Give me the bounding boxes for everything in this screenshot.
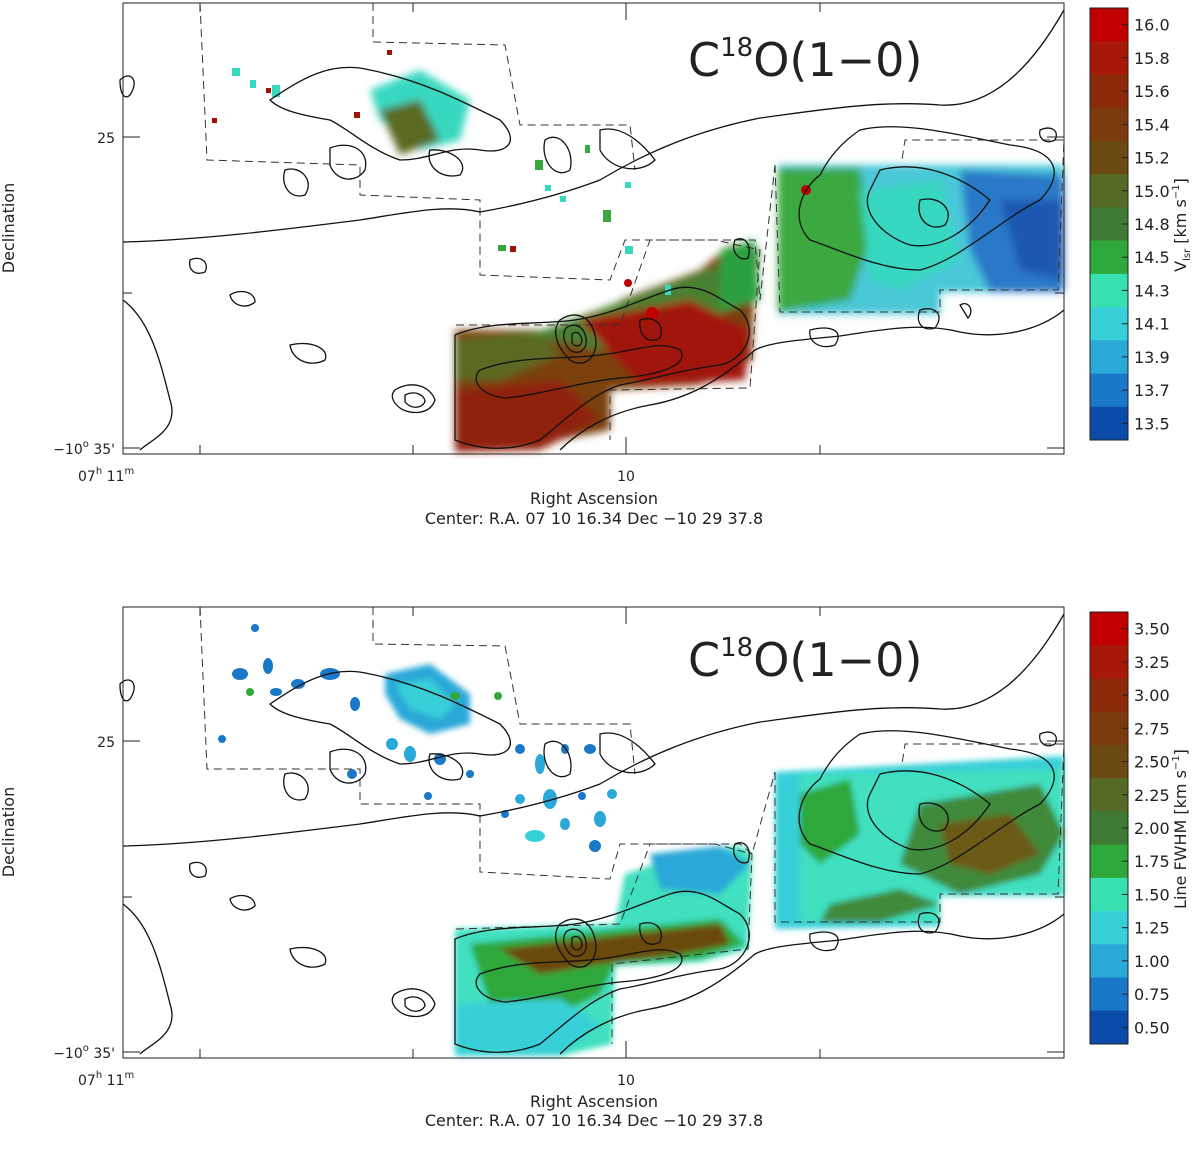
fwhm-colorbar-tick-label: 2.50 bbox=[1134, 753, 1170, 772]
velocity-xtick-07h11m: 07h 11m bbox=[78, 466, 134, 485]
fwhm-title: C18O(1−0) bbox=[688, 633, 922, 687]
velocity-colorbar-swatch bbox=[1090, 140, 1128, 175]
fwhm-colorbar-tick-label: 1.75 bbox=[1134, 852, 1170, 871]
fwhm-colorbar-tick-label: 1.25 bbox=[1134, 919, 1170, 938]
fwhm-colorbar-tick-label: 0.50 bbox=[1134, 1018, 1170, 1037]
fwhm-colorbar-swatch bbox=[1090, 844, 1128, 879]
fwhm-scatter-pixels bbox=[218, 624, 617, 852]
fwhm-colorbar-tick-label: 1.50 bbox=[1134, 885, 1170, 904]
velocity-ytick-neg10-35: −10o 35' bbox=[53, 439, 115, 458]
fwhm-xlabel: Right Ascension bbox=[530, 1092, 658, 1111]
fwhm-colorbar-swatch bbox=[1090, 944, 1128, 979]
velocity-colorbar-tick-label: 15.6 bbox=[1134, 82, 1170, 101]
velocity-scatter-pixels bbox=[212, 50, 811, 319]
fwhm-colorbar-swatch bbox=[1090, 877, 1128, 912]
velocity-colorbar-swatch bbox=[1090, 207, 1128, 242]
velocity-colorbar-swatch bbox=[1090, 174, 1128, 208]
velocity-colorbar-tick-label: 14.5 bbox=[1134, 248, 1170, 267]
fwhm-colorbar-swatch bbox=[1090, 711, 1128, 746]
fwhm-ylabel: Declination bbox=[0, 787, 18, 877]
velocity-colorbar-tick-label: 13.9 bbox=[1134, 348, 1170, 367]
velocity-ylabel: Declination bbox=[0, 183, 18, 273]
fwhm-colorbar-swatch bbox=[1090, 678, 1128, 713]
fwhm-contours bbox=[119, 613, 1065, 1055]
velocity-colorbar-tick-label: 13.7 bbox=[1134, 381, 1170, 400]
velocity-xtick-10: 10 bbox=[617, 469, 635, 485]
fwhm-colorbar-swatch bbox=[1090, 977, 1128, 1012]
velocity-colorbar-tick-label: 15.0 bbox=[1134, 182, 1170, 201]
velocity-colorbar-tick-label: 16.0 bbox=[1134, 16, 1170, 35]
velocity-center-label: Center: R.A. 07 10 16.34 Dec −10 29 37.8 bbox=[425, 509, 763, 528]
velocity-ytick-25: 25 bbox=[97, 131, 115, 147]
fwhm-colorbar: 3.50 3.25 3.00 2.75 2.50 2.25 2.00 1.75 1.50 1.25… bbox=[1089, 611, 1170, 1045]
velocity-colorbar: 16.0 15.8 15.6 15.4 15.2 15.0 14.8 14.5 14.3 14.1… bbox=[1089, 7, 1170, 441]
velocity-colorbar-tick-label: 13.5 bbox=[1134, 414, 1170, 433]
velocity-dashed-boxes bbox=[199, 2, 1065, 440]
velocity-axes bbox=[122, 2, 1065, 455]
velocity-colorbar-swatch bbox=[1090, 340, 1128, 375]
fwhm-colorbar-tick-label: 2.25 bbox=[1134, 786, 1170, 805]
velocity-colorbar-tick-label: 15.8 bbox=[1134, 49, 1170, 68]
velocity-colorbar-tick-label: 14.1 bbox=[1134, 315, 1170, 334]
fwhm-colormap-regions bbox=[385, 664, 1064, 1056]
fwhm-map-panel: C18O(1−0) 25 −10o 35' 07h 11m 10 Right A… bbox=[0, 604, 1200, 1169]
fwhm-xtick-07h11m: 07h 11m bbox=[78, 1070, 134, 1089]
fwhm-xtick-10: 10 bbox=[617, 1073, 635, 1089]
velocity-colorbar-swatch bbox=[1090, 240, 1128, 275]
velocity-colorbar-tick-label: 14.3 bbox=[1134, 281, 1170, 300]
fwhm-colorbar-swatch bbox=[1090, 911, 1128, 945]
fwhm-colorbar-tick-label: 2.00 bbox=[1134, 819, 1170, 838]
velocity-colorbar-tick-label: 15.2 bbox=[1134, 149, 1170, 168]
velocity-colorbar-swatch bbox=[1090, 307, 1128, 341]
velocity-colorbar-swatch bbox=[1090, 107, 1128, 142]
velocity-colorbar-tick-label: 15.4 bbox=[1134, 115, 1170, 134]
fwhm-colorbar-label: Line FWHM [km s−1] bbox=[1171, 749, 1190, 909]
velocity-colorbar-label: Vlsr [km s−1] bbox=[1171, 178, 1193, 272]
velocity-colorbar-swatch bbox=[1090, 41, 1128, 75]
fwhm-colorbar-tick-label: 3.00 bbox=[1134, 686, 1170, 705]
velocity-colorbar-swatch bbox=[1090, 373, 1128, 408]
velocity-contours bbox=[119, 9, 1065, 451]
velocity-colorbar-swatch bbox=[1090, 273, 1128, 308]
fwhm-colorbar-tick-label: 3.25 bbox=[1134, 653, 1170, 672]
fwhm-colorbar-swatch bbox=[1090, 811, 1128, 846]
velocity-title: C18O(1−0) bbox=[688, 33, 922, 87]
velocity-colorbar-swatch bbox=[1090, 8, 1128, 42]
fwhm-colorbar-swatch bbox=[1090, 744, 1128, 779]
velocity-colorbar-swatch bbox=[1090, 74, 1128, 109]
fwhm-colorbar-swatch bbox=[1090, 612, 1128, 646]
velocity-map: C18O(1−0) 25 −10o 35' 07h 11m 10 Right A… bbox=[0, 2, 1193, 528]
velocity-colorbar-tick-label: 14.8 bbox=[1134, 215, 1170, 234]
fwhm-colorbar-tick-label: 1.00 bbox=[1134, 952, 1170, 971]
fwhm-ytick-25: 25 bbox=[97, 735, 115, 751]
fwhm-map: C18O(1−0) 25 −10o 35' 07h 11m 10 Right A… bbox=[0, 606, 1190, 1130]
velocity-xlabel: Right Ascension bbox=[530, 489, 658, 508]
fwhm-colorbar-swatch bbox=[1090, 778, 1128, 812]
fwhm-axes bbox=[122, 606, 1065, 1059]
fwhm-colorbar-tick-label: 0.75 bbox=[1134, 985, 1170, 1004]
velocity-map-panel: C18O(1−0) 25 −10o 35' 07h 11m 10 Right A… bbox=[0, 0, 1200, 565]
fwhm-colorbar-tick-label: 3.50 bbox=[1134, 620, 1170, 639]
fwhm-colorbar-swatch bbox=[1090, 1010, 1128, 1045]
velocity-colorbar-swatch bbox=[1090, 406, 1128, 441]
fwhm-dashed-boxes bbox=[199, 606, 1065, 1044]
fwhm-center-label: Center: R.A. 07 10 16.34 Dec −10 29 37.8 bbox=[425, 1111, 763, 1130]
fwhm-ytick-neg10-35: −10o 35' bbox=[53, 1043, 115, 1062]
fwhm-colorbar-swatch bbox=[1090, 645, 1128, 679]
fwhm-colorbar-tick-label: 2.75 bbox=[1134, 719, 1170, 738]
